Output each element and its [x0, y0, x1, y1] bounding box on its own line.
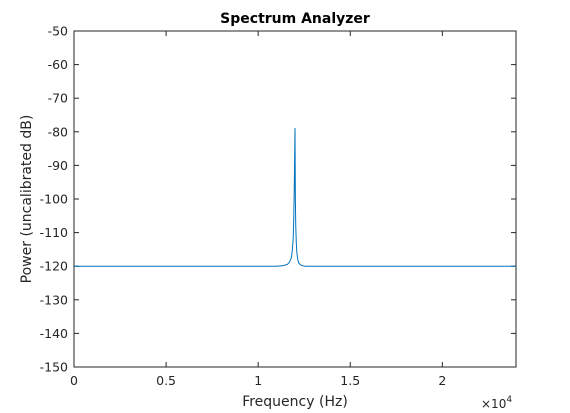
x-axis-exponent-base: ×10 — [481, 397, 506, 411]
x-axis-label: Frequency (Hz) — [242, 394, 348, 410]
y-tick-label: -80 — [48, 124, 68, 139]
y-tick-label: -70 — [48, 91, 68, 106]
y-tick-label: -130 — [40, 292, 68, 307]
x-tick-label: 1.5 — [340, 373, 360, 388]
spectrum-line — [74, 127, 516, 267]
y-tick-label: -110 — [40, 225, 68, 240]
y-tick-label: -100 — [40, 192, 68, 207]
x-axis-exponent: ×104 — [481, 395, 512, 411]
y-axis-label: Power (uncalibrated dB) — [19, 115, 35, 284]
y-tick-label: -50 — [48, 24, 68, 39]
y-tick-label: -120 — [40, 259, 68, 274]
x-tick-label: 0 — [70, 373, 78, 388]
x-tick-label: 2 — [438, 373, 446, 388]
x-tick-label: 1 — [254, 373, 262, 388]
plot-area: 0 0.5 1 1.5 2 -150 -140 -130 -120 -110 -100 -90 -80 -… — [40, 24, 517, 388]
y-tick-label: -140 — [40, 326, 68, 341]
y-tick-label: -60 — [48, 57, 68, 72]
y-tick-label: -90 — [48, 158, 68, 173]
x-tick-label: 0.5 — [156, 373, 176, 388]
chart-title: Spectrum Analyzer — [220, 11, 370, 27]
y-tick-label: -150 — [40, 360, 68, 375]
x-axis-exponent-power: 4 — [506, 395, 512, 405]
